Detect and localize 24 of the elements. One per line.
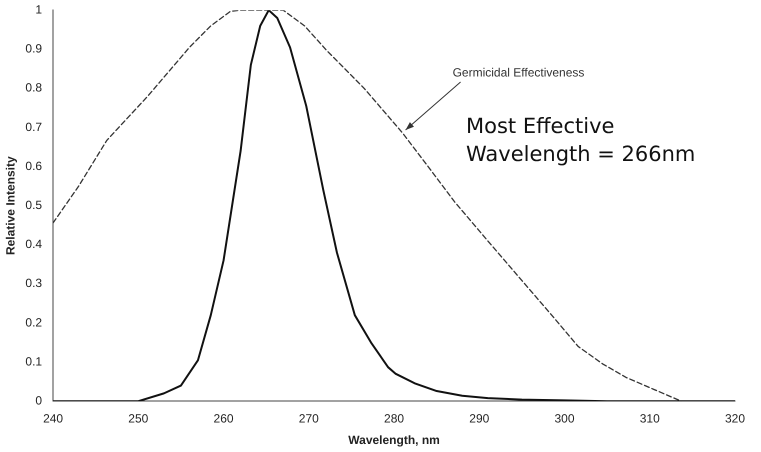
x-tick-label: 280 (384, 412, 404, 426)
x-tick-label: 300 (554, 412, 575, 426)
y-axis-title: Relative Intensity (4, 156, 18, 256)
y-tick-label: 0.1 (25, 354, 42, 368)
y-tick-label: 0.7 (25, 120, 42, 134)
y-tick-label: 0.9 (25, 42, 42, 56)
x-axis-title: Wavelength, nm (348, 433, 440, 448)
y-tick-label: 0.5 (25, 198, 42, 212)
annotation: Germicidal Effectiveness (452, 65, 584, 80)
y-tick-label: 0.4 (25, 237, 42, 252)
y-tick-label: 1 (35, 2, 42, 17)
y-tick-label: 0.2 (25, 315, 42, 330)
x-tick-label: 240 (43, 412, 64, 426)
y-tick-label: 0 (35, 394, 42, 408)
y-tick-label: 0.6 (25, 158, 42, 173)
x-tick-label: 310 (640, 412, 660, 426)
x-tick-label: 260 (214, 412, 234, 426)
y-tick-label: 0.3 (25, 276, 42, 290)
y-tick-label: 0.8 (25, 80, 42, 95)
x-tick-label: 320 (724, 412, 746, 426)
x-tick-label: 290 (469, 412, 490, 426)
x-tick-label: 270 (298, 412, 320, 426)
annotation: Most Effective Wavelength = 266nm (466, 113, 696, 168)
x-tick-label: 250 (128, 412, 149, 426)
